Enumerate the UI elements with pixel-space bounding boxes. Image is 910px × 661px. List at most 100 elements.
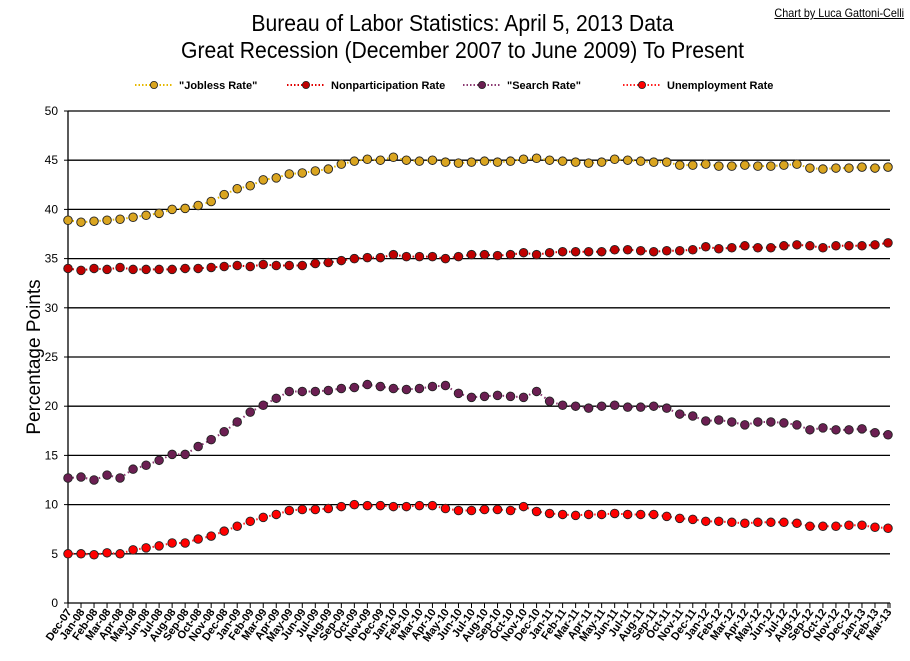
data-point <box>701 516 711 527</box>
data-point <box>297 168 308 178</box>
data-point <box>375 155 386 165</box>
data-point <box>258 175 268 185</box>
data-point <box>102 470 112 480</box>
data-point <box>167 204 177 215</box>
data-point <box>245 516 255 527</box>
y-axis-label: Percentage Points <box>24 279 45 434</box>
data-point <box>635 245 646 256</box>
data-point <box>727 243 737 253</box>
data-point <box>427 381 438 392</box>
data-point <box>505 156 516 166</box>
data-point <box>531 506 542 517</box>
data-point <box>206 262 216 273</box>
series-line <box>68 503 889 556</box>
data-point <box>375 381 386 392</box>
data-point <box>518 154 529 164</box>
data-point <box>154 208 164 219</box>
data-point <box>102 264 112 275</box>
series-1 <box>63 238 893 276</box>
data-point <box>115 214 125 224</box>
data-point <box>76 265 86 276</box>
series-2 <box>63 379 893 485</box>
data-point <box>310 504 321 515</box>
data-point <box>232 521 242 531</box>
data-point <box>349 156 360 166</box>
series-line <box>67 241 889 272</box>
legend-marker <box>638 81 647 90</box>
data-point <box>831 425 841 435</box>
data-point <box>570 246 581 257</box>
data-point <box>63 215 73 225</box>
data-point <box>271 509 282 520</box>
data-point <box>805 521 815 531</box>
data-point <box>323 164 334 174</box>
legend-marker <box>301 81 310 90</box>
data-point <box>779 418 789 428</box>
data-point <box>440 253 451 264</box>
data-point <box>375 500 386 511</box>
data-point <box>154 264 164 275</box>
data-point <box>857 424 867 434</box>
data-point <box>167 449 177 460</box>
data-point <box>453 388 464 399</box>
data-point <box>505 505 516 516</box>
data-point <box>401 501 412 512</box>
data-point <box>661 511 672 522</box>
data-point <box>492 390 503 401</box>
data-point <box>349 499 360 510</box>
data-point <box>388 501 399 512</box>
data-point <box>648 246 659 257</box>
data-point <box>792 420 802 430</box>
data-point <box>883 523 893 533</box>
data-point <box>570 401 581 411</box>
data-point <box>336 255 347 266</box>
data-point <box>844 241 854 251</box>
data-point <box>167 538 177 548</box>
data-point <box>870 163 880 173</box>
data-point <box>414 500 425 511</box>
data-point <box>753 161 763 171</box>
legend-marker <box>477 81 486 90</box>
data-point <box>779 517 789 528</box>
data-point <box>427 251 438 262</box>
data-point <box>622 509 633 520</box>
data-point <box>805 425 815 435</box>
data-point <box>779 160 789 170</box>
data-point <box>805 163 815 173</box>
data-point <box>870 240 880 250</box>
data-point <box>766 517 776 528</box>
data-point <box>740 160 750 170</box>
data-point <box>401 155 412 165</box>
data-point <box>284 386 295 397</box>
data-point <box>714 244 724 254</box>
data-point <box>89 475 99 485</box>
data-point <box>349 382 360 393</box>
data-point <box>362 154 373 164</box>
data-point <box>714 415 724 425</box>
data-point <box>805 241 815 251</box>
data-point <box>688 160 698 170</box>
data-point <box>440 157 451 167</box>
data-point <box>453 158 464 168</box>
data-point <box>505 249 516 260</box>
data-point <box>284 169 295 179</box>
data-point <box>440 380 451 391</box>
y-tick-label: 5 <box>51 547 58 561</box>
data-point <box>596 401 607 411</box>
chart-credit-link[interactable]: Chart by Luca Gattoni-Celli <box>774 6 904 20</box>
data-point <box>557 400 568 410</box>
data-point <box>688 244 698 255</box>
data-point <box>557 246 568 257</box>
data-point <box>714 161 724 171</box>
data-point <box>883 238 893 248</box>
data-point <box>219 427 229 437</box>
data-point <box>557 509 568 520</box>
y-tick-label: 25 <box>45 350 59 364</box>
data-point <box>141 543 151 553</box>
data-point <box>102 215 112 225</box>
data-point <box>297 386 308 397</box>
data-point <box>674 245 685 256</box>
data-point <box>674 513 685 524</box>
data-point <box>271 260 282 271</box>
